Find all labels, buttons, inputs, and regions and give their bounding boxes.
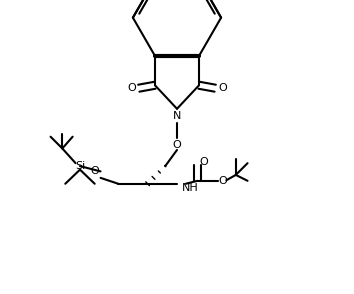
Text: O: O [218,83,227,93]
Text: Si: Si [75,161,85,171]
Text: N: N [173,111,181,121]
Text: O: O [127,83,136,93]
Text: O: O [90,166,99,176]
Text: O: O [173,140,181,150]
Text: O: O [218,176,227,186]
Text: O: O [200,157,209,167]
Text: NH: NH [181,183,198,193]
